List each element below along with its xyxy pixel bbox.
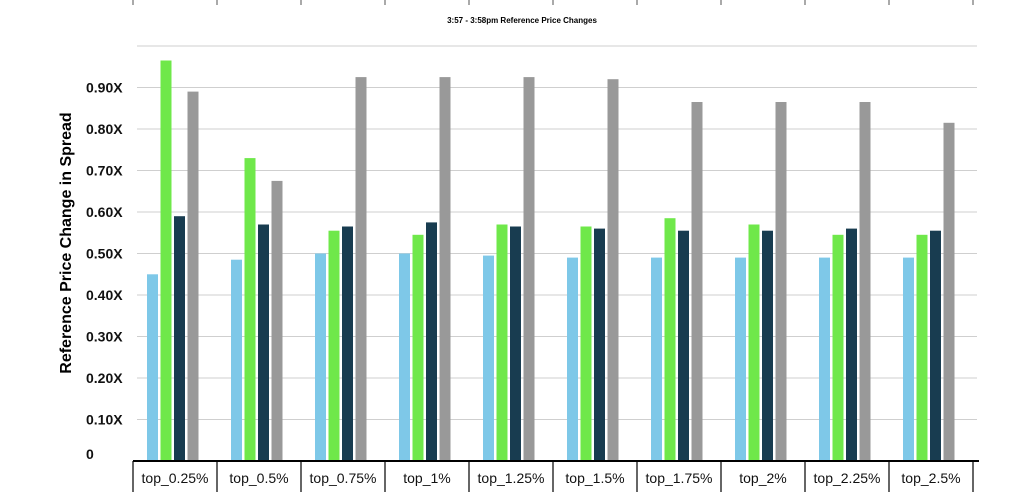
- bar: [664, 218, 676, 461]
- x-tick-label: top_1%: [403, 470, 450, 486]
- bar: [315, 253, 326, 461]
- bar: [943, 122, 955, 462]
- bar: [859, 102, 871, 461]
- x-tick-label: top_2.25%: [814, 470, 881, 486]
- bar: [580, 226, 592, 461]
- bar: [187, 91, 199, 461]
- y-axis-label: Reference Price Change in Spread: [58, 112, 75, 373]
- bar: [846, 228, 857, 461]
- bar: [147, 274, 158, 462]
- y-tick-label: 0.40X: [86, 287, 123, 303]
- bar: [567, 257, 578, 461]
- y-tick-label: 0.90X: [86, 80, 123, 96]
- x-tick-label: top_0.5%: [229, 470, 288, 486]
- bar: [258, 224, 269, 461]
- bar: [678, 230, 689, 461]
- bar: [244, 158, 256, 461]
- chart-title: 3:57 - 3:58pm Reference Price Changes: [447, 16, 597, 25]
- bar: [483, 255, 494, 461]
- bar: [832, 234, 844, 461]
- y-tick-label: 0.20X: [86, 370, 123, 386]
- y-tick-label: 0: [86, 446, 94, 462]
- x-tick-label: top_2.5%: [901, 470, 960, 486]
- bar: [510, 226, 521, 461]
- y-tick-label: 0.80X: [86, 121, 123, 137]
- bar: [930, 230, 941, 461]
- bar: [271, 180, 283, 461]
- bar: [412, 234, 424, 461]
- x-tick-label: top_1.75%: [646, 470, 713, 486]
- x-tick-label: top_1.5%: [565, 470, 624, 486]
- bar: [819, 257, 830, 461]
- bar: [651, 257, 662, 461]
- bar: [594, 228, 605, 461]
- x-tick-label: top_2%: [739, 470, 786, 486]
- axes: [132, 460, 979, 492]
- bar: [762, 230, 773, 461]
- bar: [342, 226, 353, 461]
- bar: [775, 102, 787, 461]
- bar: [174, 216, 185, 461]
- bar: [231, 259, 242, 461]
- bar: [691, 102, 703, 461]
- labels: top_0.25% top_0.5% top_0.75% top_1% top_1.25…: [86, 80, 961, 487]
- x-tick-label: top_0.75%: [310, 470, 377, 486]
- bars: [147, 60, 955, 462]
- bar: [748, 224, 760, 461]
- bar: [160, 60, 172, 461]
- bar: [916, 234, 928, 461]
- bar: [496, 224, 508, 461]
- bar: [399, 253, 410, 461]
- bar: [607, 79, 619, 461]
- y-tick-label: 0.50X: [86, 246, 123, 262]
- bar: [903, 257, 914, 461]
- bar: [439, 77, 451, 461]
- y-tick-label: 0.70X: [86, 163, 123, 179]
- bar: [355, 77, 367, 461]
- top-tick-marks: [132, 0, 974, 5]
- y-tick-label: 0.10X: [86, 412, 123, 428]
- x-tick-label: top_0.25%: [142, 470, 209, 486]
- bar: [328, 230, 340, 461]
- x-tick-label: top_1.25%: [478, 470, 545, 486]
- bar: [735, 257, 746, 461]
- y-tick-label: 0.30X: [86, 329, 123, 345]
- y-tick-label: 0.60X: [86, 204, 123, 220]
- bar: [523, 77, 535, 461]
- bar: [426, 222, 437, 461]
